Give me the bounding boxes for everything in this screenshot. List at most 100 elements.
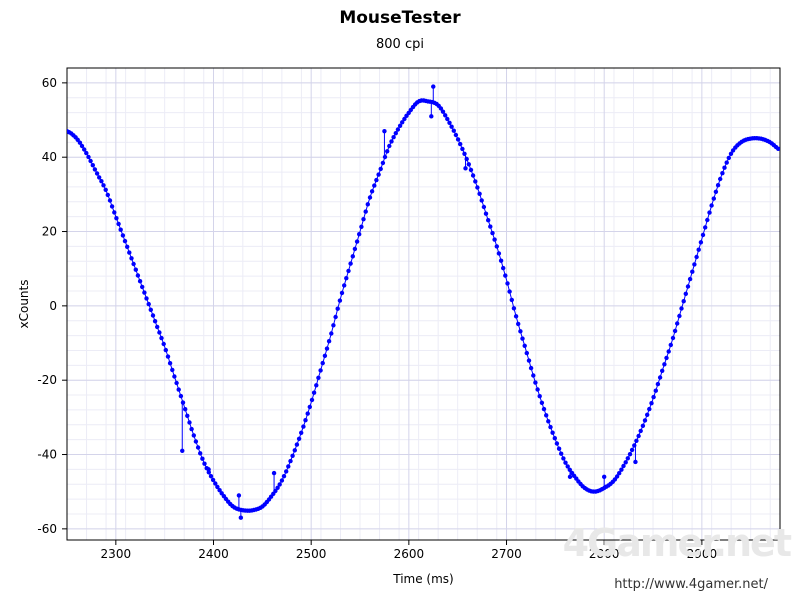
data-point (638, 428, 643, 434)
data-point (561, 456, 566, 461)
data-point (395, 127, 401, 132)
data-point (503, 273, 508, 278)
data-point (380, 160, 386, 166)
site-logo: 4Gamer.net (562, 521, 792, 565)
data-point (703, 225, 708, 230)
outlier-point (206, 467, 211, 472)
data-point (675, 321, 680, 326)
data-point (541, 406, 547, 412)
x-axis-label: Time (ms) (392, 572, 454, 586)
chart-title: MouseTester (339, 8, 461, 28)
data-point (522, 343, 527, 348)
data-point (513, 314, 519, 319)
data-point (339, 290, 345, 296)
data-point (458, 141, 463, 147)
data-point (466, 162, 471, 167)
data-point (488, 224, 493, 229)
data-point (539, 400, 545, 405)
data-point (518, 329, 523, 334)
data-point (309, 397, 315, 403)
data-point (563, 460, 568, 465)
data-point (498, 258, 504, 263)
data-point (614, 474, 620, 479)
data-point (627, 452, 633, 457)
data-point (367, 195, 373, 200)
data-point (193, 439, 199, 444)
data-point (189, 426, 194, 432)
y-tick-label: -20 (37, 373, 57, 387)
data-point (294, 442, 300, 447)
data-point (705, 217, 710, 223)
data-point (198, 451, 203, 456)
data-point (303, 418, 308, 423)
data-point (696, 247, 701, 252)
data-point (634, 438, 639, 443)
x-tick-label: 2700 (491, 547, 522, 561)
data-point (531, 373, 536, 378)
data-point (709, 203, 714, 208)
data-point (101, 183, 106, 188)
data-point (619, 467, 624, 472)
y-axis-label: xCounts (17, 280, 31, 329)
data-point (681, 299, 686, 304)
data-point (320, 360, 325, 366)
data-point (649, 401, 654, 406)
data-point (357, 232, 362, 237)
data-point (655, 381, 661, 387)
data-point (118, 227, 123, 232)
data-point (301, 424, 306, 429)
outlier-point (180, 448, 185, 454)
data-point (552, 436, 557, 441)
data-point (165, 354, 171, 359)
data-point (155, 324, 160, 330)
data-point (713, 189, 719, 194)
data-point (290, 453, 295, 458)
data-point (277, 482, 282, 487)
data-point (687, 276, 693, 282)
data-point (99, 179, 104, 184)
data-point (391, 135, 396, 140)
x-tick-label: 2800 (589, 547, 620, 561)
data-point (97, 175, 102, 180)
data-point (311, 390, 317, 395)
x-tick-label: 2500 (296, 547, 327, 561)
data-point (344, 276, 349, 281)
data-point (346, 268, 351, 274)
data-point (86, 154, 91, 160)
data-point (677, 313, 682, 319)
data-point (148, 307, 153, 312)
data-point (213, 481, 218, 486)
data-point (715, 183, 721, 188)
data-point (700, 232, 706, 238)
data-point (397, 123, 403, 128)
data-point (400, 120, 405, 125)
data-point (694, 254, 699, 260)
y-tick-label: -60 (37, 522, 57, 536)
y-tick-label: -40 (37, 448, 57, 462)
data-point (215, 484, 220, 490)
data-point (526, 358, 532, 363)
data-point (559, 451, 564, 456)
data-point (135, 273, 141, 278)
data-point (672, 328, 678, 334)
data-point (443, 113, 448, 118)
data-point (318, 368, 323, 373)
data-point (496, 251, 502, 256)
data-point (195, 445, 201, 450)
data-point (544, 413, 549, 418)
data-point (337, 298, 343, 303)
data-point (137, 279, 143, 284)
data-point (208, 474, 214, 479)
data-point (144, 296, 149, 301)
data-point (449, 124, 454, 129)
data-point (185, 413, 190, 418)
data-point (77, 140, 83, 145)
data-point (660, 368, 665, 373)
data-point (533, 380, 538, 385)
data-point (726, 155, 731, 161)
data-point (176, 387, 181, 392)
plot-area (67, 68, 780, 540)
data-point (286, 464, 291, 469)
data-point (625, 456, 630, 461)
